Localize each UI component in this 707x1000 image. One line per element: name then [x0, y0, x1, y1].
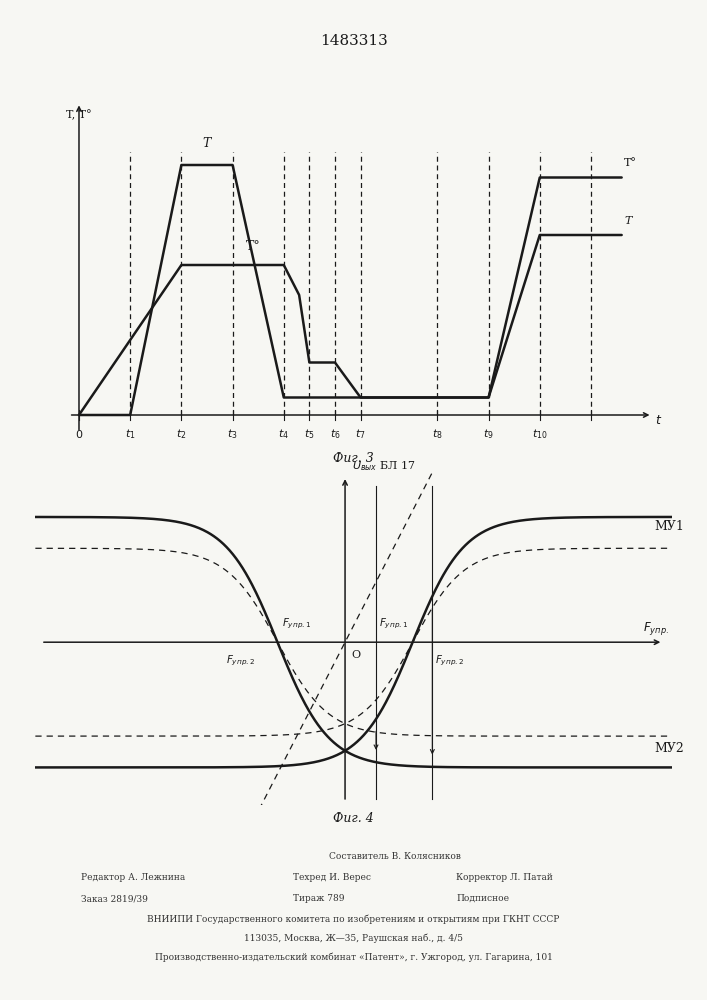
Text: $F_{упр.}$: $F_{упр.}$ — [643, 620, 669, 637]
Text: O: O — [352, 650, 361, 660]
Text: ВНИИПИ Государственного комитета по изобретениям и открытиям при ГКНТ СССР: ВНИИПИ Государственного комитета по изоб… — [147, 915, 560, 924]
Text: $F_{упр.1}$: $F_{упр.1}$ — [379, 617, 408, 631]
Text: T°: T° — [245, 239, 260, 252]
Text: $F_{упр.2}$: $F_{упр.2}$ — [435, 653, 464, 668]
Text: МУ2: МУ2 — [655, 742, 684, 755]
Text: $F_{упр.2}$: $F_{упр.2}$ — [226, 653, 255, 668]
Text: Составитель В. Колясников: Составитель В. Колясников — [329, 852, 461, 861]
Text: $F_{упр.1}$: $F_{упр.1}$ — [282, 617, 311, 631]
Text: Подписное: Подписное — [456, 894, 509, 903]
Text: T: T — [624, 216, 631, 226]
Text: Редактор А. Лежнина: Редактор А. Лежнина — [81, 873, 185, 882]
Text: T, T°: T, T° — [66, 110, 92, 121]
Text: Производственно-издательский комбинат «Патент», г. Ужгород, ул. Гагарина, 101: Производственно-издательский комбинат «П… — [155, 953, 552, 962]
Text: Фиг. 4: Фиг. 4 — [333, 812, 374, 825]
Text: 1483313: 1483313 — [320, 34, 387, 48]
Text: Фиг. 3: Фиг. 3 — [333, 452, 374, 465]
Text: $t_{10}$: $t_{10}$ — [532, 428, 548, 441]
Text: Заказ 2819/39: Заказ 2819/39 — [81, 894, 148, 903]
Text: $0$: $0$ — [75, 428, 83, 440]
Text: $t_8$: $t_8$ — [432, 428, 443, 441]
Text: МУ1: МУ1 — [655, 520, 684, 533]
Text: $t_4$: $t_4$ — [279, 428, 289, 441]
Text: $t_3$: $t_3$ — [227, 428, 238, 441]
Text: Техред И. Верес: Техред И. Верес — [293, 873, 371, 882]
Text: $t_5$: $t_5$ — [304, 428, 315, 441]
Text: T: T — [203, 137, 211, 150]
Text: $U_{вых}$ БЛ 17: $U_{вых}$ БЛ 17 — [352, 459, 416, 473]
Text: Корректор Л. Патай: Корректор Л. Патай — [456, 873, 553, 882]
Text: Тираж 789: Тираж 789 — [293, 894, 345, 903]
Text: $t$: $t$ — [655, 414, 662, 426]
Text: $t_2$: $t_2$ — [176, 428, 187, 441]
Text: $t_9$: $t_9$ — [483, 428, 494, 441]
Text: 113035, Москва, Ж—35, Раушская наб., д. 4/5: 113035, Москва, Ж—35, Раушская наб., д. … — [244, 934, 463, 943]
Text: $t_1$: $t_1$ — [125, 428, 136, 441]
Text: T°: T° — [624, 157, 637, 167]
Text: $t_7$: $t_7$ — [355, 428, 366, 441]
Text: $t_6$: $t_6$ — [329, 428, 340, 441]
